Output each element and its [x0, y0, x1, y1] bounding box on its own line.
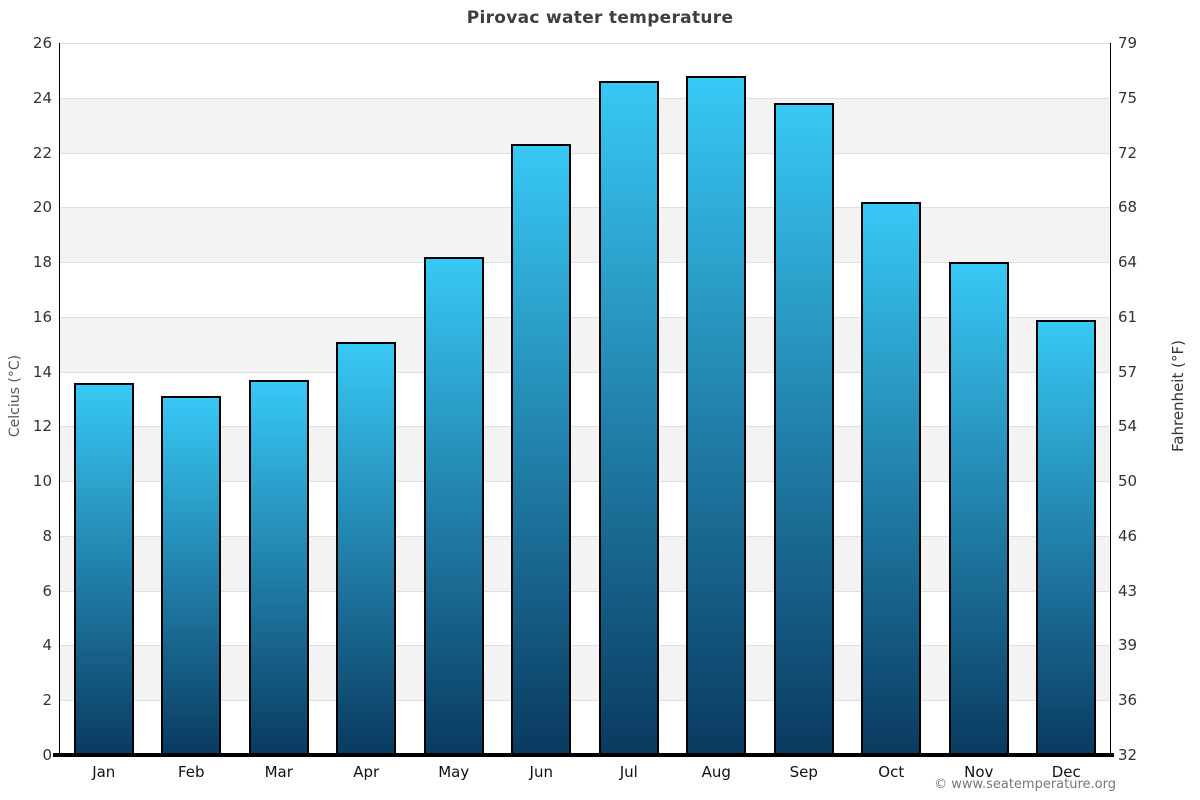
- celsius-tick-10: 10: [32, 472, 52, 491]
- fahrenheit-tick-32: 32: [1118, 746, 1138, 764]
- celsius-tick-24: 24: [32, 88, 52, 107]
- month-label-jan: Jan: [92, 763, 116, 781]
- celsius-tick-14: 14: [32, 362, 52, 381]
- bar-mar: [248, 379, 309, 755]
- celsius-tick-6: 6: [42, 581, 52, 600]
- celsius-tick-8: 8: [42, 526, 52, 545]
- celsius-tick-4: 4: [42, 636, 52, 655]
- celsius-tick-12: 12: [32, 417, 52, 436]
- bar-may: [423, 256, 484, 755]
- month-label-apr: Apr: [353, 763, 380, 781]
- celsius-tick-2: 2: [42, 691, 52, 710]
- fahrenheit-tick-46: 46: [1118, 526, 1138, 545]
- celsius-tick-16: 16: [32, 307, 52, 326]
- copyright-link[interactable]: © www.seatemperature.org: [934, 777, 1116, 792]
- grid-band: [60, 700, 1110, 755]
- month-label-oct: Oct: [878, 763, 905, 781]
- fahrenheit-tick-68: 68: [1118, 198, 1138, 217]
- bar-oct: [861, 201, 922, 755]
- fahrenheit-tick-57: 57: [1118, 362, 1138, 381]
- x-axis-baseline: [53, 753, 1114, 757]
- plot-area: [60, 43, 1110, 755]
- grid-band: [60, 371, 1110, 427]
- bar-jun: [511, 144, 572, 755]
- bar-jul: [598, 81, 659, 755]
- grid-band: [60, 152, 1110, 208]
- celsius-tick-0: 0: [42, 746, 52, 764]
- fahrenheit-tick-39: 39: [1118, 636, 1138, 655]
- grid-band: [60, 590, 1110, 646]
- bar-nov: [948, 262, 1009, 755]
- fahrenheit-tick-61: 61: [1118, 307, 1138, 326]
- month-label-may: May: [438, 763, 470, 781]
- month-label-nov: Nov: [964, 763, 994, 781]
- grid-band: [60, 426, 1110, 482]
- month-label-mar: Mar: [264, 763, 293, 781]
- month-label-sep: Sep: [789, 763, 818, 781]
- fahrenheit-axis-title: Fahrenheit (°F): [1169, 340, 1187, 452]
- bar-aug: [686, 75, 747, 755]
- month-label-jul: Jul: [619, 763, 638, 781]
- bar-jan: [73, 382, 134, 755]
- fahrenheit-tick-72: 72: [1118, 143, 1138, 162]
- bar-apr: [336, 341, 397, 755]
- fahrenheit-tick-50: 50: [1118, 472, 1138, 491]
- celsius-axis-title: Celcius (°C): [7, 354, 23, 438]
- grid-band: [60, 97, 1110, 153]
- grid-band: [60, 316, 1110, 372]
- fahrenheit-tick-64: 64: [1118, 253, 1138, 272]
- celsius-tick-26: 26: [32, 34, 52, 52]
- celsius-tick-18: 18: [32, 253, 52, 272]
- bar-feb: [161, 396, 222, 755]
- celsius-tick-22: 22: [32, 143, 52, 162]
- bar-dec: [1036, 319, 1097, 755]
- grid-band: [60, 207, 1110, 263]
- grid-band: [60, 535, 1110, 591]
- fahrenheit-axis-line: [1110, 43, 1111, 755]
- month-label-dec: Dec: [1051, 763, 1081, 781]
- grid-band: [60, 43, 1110, 98]
- fahrenheit-tick-54: 54: [1118, 417, 1138, 436]
- grid-band: [60, 481, 1110, 536]
- fahrenheit-tick-75: 75: [1118, 88, 1138, 107]
- celsius-axis-line: [59, 43, 60, 755]
- grid-band: [60, 645, 1110, 701]
- fahrenheit-tick-43: 43: [1118, 581, 1138, 600]
- chart-title: Pirovac water temperature: [466, 8, 734, 28]
- bar-sep: [773, 103, 834, 755]
- celsius-tick-20: 20: [32, 198, 52, 217]
- fahrenheit-tick-79: 79: [1118, 34, 1138, 52]
- month-label-feb: Feb: [177, 763, 205, 781]
- month-label-aug: Aug: [701, 763, 731, 781]
- fahrenheit-tick-36: 36: [1118, 691, 1138, 710]
- month-label-jun: Jun: [529, 763, 553, 781]
- grid-band: [60, 262, 1110, 317]
